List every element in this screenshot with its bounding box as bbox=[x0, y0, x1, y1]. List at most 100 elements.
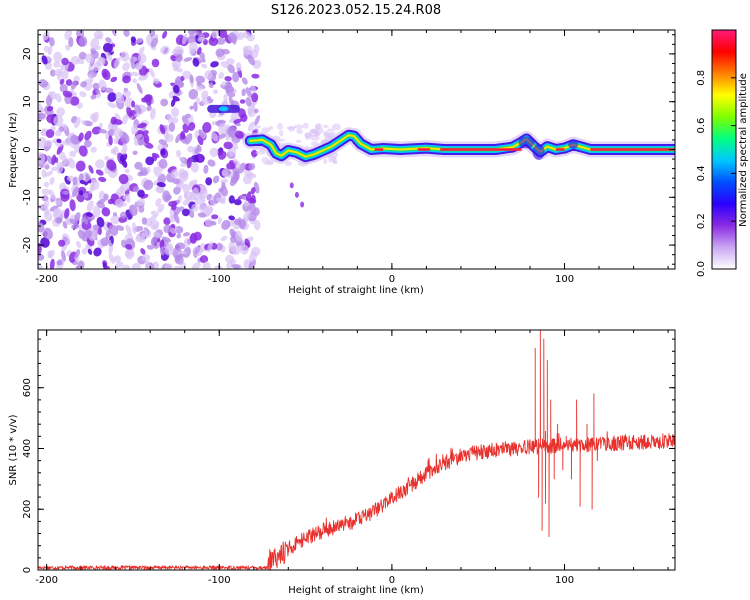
x-tick-label: -100 bbox=[208, 575, 231, 586]
noise-speckle bbox=[188, 88, 199, 100]
noise-speckle bbox=[160, 98, 169, 107]
noise-speckle bbox=[208, 36, 219, 47]
noise-speckle bbox=[110, 214, 121, 225]
noise-speckle bbox=[65, 44, 71, 51]
noise-speckle bbox=[136, 199, 146, 207]
noise-speckle bbox=[230, 264, 241, 269]
noise-speckle bbox=[68, 36, 74, 48]
noise-speckle bbox=[123, 30, 130, 37]
noise-speckle bbox=[218, 30, 228, 39]
noise-speckle bbox=[48, 249, 55, 258]
noise-speckle bbox=[254, 125, 262, 129]
noise-speckle bbox=[43, 162, 50, 170]
noise-speckle bbox=[197, 37, 206, 42]
noise-speckle bbox=[141, 97, 148, 103]
noise-speckle bbox=[195, 75, 206, 84]
noise-speckle bbox=[90, 146, 97, 153]
noise-speckle bbox=[132, 78, 138, 84]
noise-speckle bbox=[243, 210, 251, 222]
noise-speckle bbox=[153, 166, 162, 178]
noise-speckle bbox=[204, 70, 213, 80]
noise-speckle bbox=[151, 58, 160, 68]
colorbar-tick-label: 0.6 bbox=[696, 118, 707, 134]
snr-panel: -200 -100 0 100 0 200 400 600 Height of straigh… bbox=[8, 329, 676, 596]
noise-speckle bbox=[159, 246, 165, 256]
noise-speckle bbox=[43, 227, 53, 240]
noise-speckle bbox=[98, 128, 108, 134]
noise-speckle bbox=[88, 183, 96, 194]
noise-speckle bbox=[150, 235, 158, 246]
noise-speckle bbox=[221, 181, 226, 189]
noise-speckle bbox=[183, 57, 193, 62]
noise-speckle bbox=[53, 51, 63, 63]
noise-speckle bbox=[132, 186, 140, 193]
noise-speckle bbox=[247, 121, 255, 132]
noise-speckle bbox=[183, 237, 192, 247]
noise-speckle bbox=[205, 177, 213, 186]
noise-speckle bbox=[224, 76, 232, 82]
noise-speckle bbox=[191, 204, 199, 212]
noise-speckle bbox=[212, 175, 220, 184]
noise-speckle bbox=[56, 258, 64, 269]
noise-speckle bbox=[38, 263, 44, 269]
noise-speckle bbox=[210, 220, 217, 226]
noise-speckle bbox=[95, 169, 104, 176]
y-tick-label: -20 bbox=[22, 237, 33, 253]
noise-speckle bbox=[173, 265, 184, 269]
noise-speckle bbox=[160, 149, 166, 156]
noise-speckle bbox=[233, 118, 243, 124]
noise-speckle bbox=[198, 129, 204, 139]
noise-speckle bbox=[182, 208, 190, 217]
noise-speckle bbox=[137, 53, 147, 64]
noise-speckle bbox=[179, 261, 187, 269]
noise-speckle bbox=[234, 218, 241, 225]
noise-speckle bbox=[331, 123, 341, 131]
noise-speckle bbox=[101, 68, 111, 80]
noise-speckle bbox=[66, 217, 71, 224]
noise-speckle bbox=[86, 200, 94, 212]
noise-speckle bbox=[144, 260, 151, 269]
y-tick-label: 400 bbox=[22, 439, 33, 458]
noise-speckle bbox=[54, 93, 62, 103]
noise-speckle bbox=[230, 236, 237, 243]
noise-speckle bbox=[71, 223, 80, 230]
noise-speckle bbox=[247, 198, 257, 205]
noise-speckle bbox=[93, 247, 102, 257]
noise-speckle bbox=[49, 205, 59, 212]
noise-speckle bbox=[165, 242, 173, 251]
noise-speckle bbox=[221, 80, 227, 88]
noise-speckle bbox=[114, 198, 124, 208]
noise-speckle bbox=[152, 231, 162, 238]
noise-speckle bbox=[181, 33, 188, 45]
noise-speckle bbox=[163, 224, 172, 234]
noise-speckle bbox=[323, 158, 328, 164]
noise-speckle bbox=[38, 79, 49, 88]
noise-speckle bbox=[84, 130, 92, 141]
noise-speckle bbox=[201, 90, 209, 99]
noise-speckle bbox=[41, 55, 48, 65]
noise-speckle bbox=[250, 85, 256, 93]
noise-speckle bbox=[170, 169, 179, 179]
noise-speckle bbox=[149, 30, 156, 37]
noise-speckle bbox=[202, 122, 212, 133]
noise-speckle bbox=[226, 261, 233, 269]
noise-speckle bbox=[105, 51, 113, 61]
noise-speckle bbox=[134, 112, 141, 118]
noise-speckle bbox=[64, 30, 73, 40]
x-tick-label: 100 bbox=[555, 575, 574, 586]
noise-speckle bbox=[78, 36, 88, 47]
noise-speckle bbox=[172, 63, 179, 72]
noise-speckle bbox=[110, 116, 118, 125]
noise-speckle bbox=[62, 190, 69, 195]
noise-speckle bbox=[137, 138, 143, 146]
noise-speckle bbox=[235, 62, 242, 72]
noise-speckle bbox=[96, 216, 105, 228]
noise-speckle bbox=[54, 157, 59, 163]
noise-speckle bbox=[239, 244, 249, 255]
noise-speckle bbox=[122, 62, 130, 71]
noise-speckle bbox=[96, 201, 106, 209]
noise-speckle bbox=[120, 148, 127, 155]
noise-speckle bbox=[315, 133, 320, 137]
